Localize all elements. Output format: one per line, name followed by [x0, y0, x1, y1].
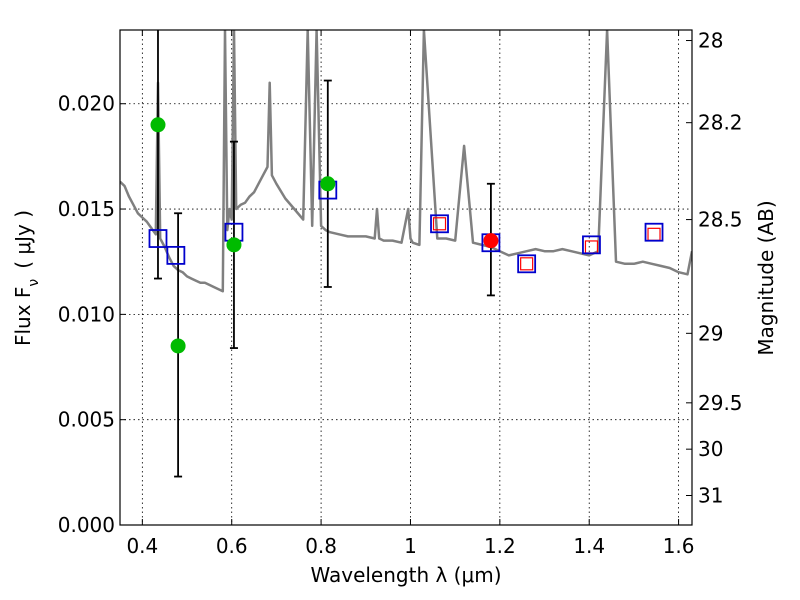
observed-point-square	[432, 217, 447, 231]
y-tick-label: 0.010	[58, 302, 115, 326]
y-axis-label: Flux Fν ( μJy )	[11, 210, 42, 346]
y-tick-label: 0.005	[58, 408, 115, 432]
y-tick-label: 0.000	[58, 513, 115, 537]
model-point-square	[166, 245, 186, 265]
x-tick-label: 1.2	[484, 534, 516, 558]
x-tick-label: 0.8	[305, 534, 337, 558]
plot-frame	[119, 29, 693, 526]
model-point-square	[644, 222, 664, 242]
green-data-point	[170, 338, 186, 354]
green-data-point	[320, 176, 336, 192]
x-axis-label: Wavelength λ (μm)	[310, 563, 501, 587]
axis-ticks: 0.4 0.6 0.8 1 1.2 1.4 1.6 0.000 0.005 0.010 0.015 0…	[58, 29, 743, 558]
model-point-square	[582, 235, 601, 255]
y2-tick-label: 28	[698, 29, 723, 53]
y-axis-label-main: Flux F	[11, 287, 35, 346]
y2-tick-label: 28.2	[698, 111, 743, 135]
y2-axis-label: Magnitude (AB)	[754, 200, 778, 355]
model-point-square	[148, 229, 168, 248]
y2-tick-label: 31	[698, 484, 723, 508]
plot-area	[120, 30, 692, 293]
x-tick-label: 1.6	[663, 534, 695, 558]
model-point-square	[430, 214, 449, 234]
y2-tick-label: 30	[698, 437, 723, 461]
y2-axis-label-group: Magnitude (AB)	[754, 200, 778, 355]
y-tick-label: 0.020	[58, 92, 115, 116]
green-data-point	[226, 237, 242, 253]
y2-tick-label: 28.5	[698, 208, 743, 232]
model-point-square	[517, 254, 537, 274]
y-tick-label: 0.015	[58, 197, 115, 221]
green-data-point	[150, 117, 166, 133]
y2-tick-label: 29.5	[698, 391, 743, 415]
x-tick-label: 1.4	[573, 534, 605, 558]
y-axis-label-sub: ν	[26, 279, 42, 287]
y2-tick-label: 29	[698, 321, 723, 345]
grid-lines	[120, 30, 692, 525]
template-spectrum-line	[120, 30, 692, 293]
red-data-point	[483, 233, 499, 249]
x-tick-label: 1	[404, 534, 417, 558]
x-tick-label: 0.6	[216, 534, 248, 558]
x-tick-label: 0.4	[126, 534, 158, 558]
observed-point-square	[520, 257, 534, 271]
y-axis-label-unit: ( μJy )	[11, 210, 35, 269]
marker-layer	[148, 30, 664, 478]
y-axis-label-group: Flux Fν ( μJy )	[11, 210, 42, 346]
